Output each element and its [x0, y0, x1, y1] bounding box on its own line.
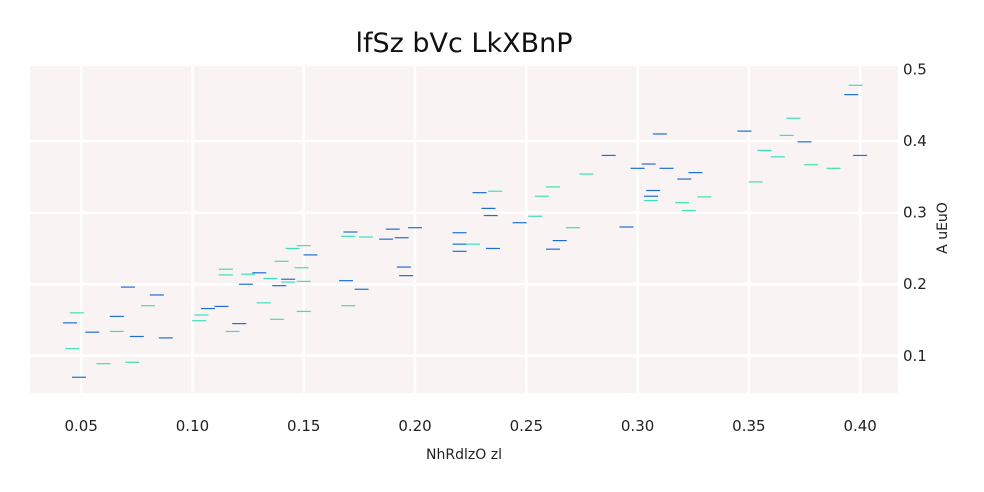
- y-tick-label: 0.4: [903, 132, 927, 150]
- y-tick-label: 0.1: [903, 347, 927, 365]
- y-axis-ticks: 0.1 0.2 0.3 0.4 0.5: [903, 61, 927, 365]
- x-tick-label: 0.35: [732, 417, 765, 435]
- x-tick-label: 0.15: [287, 417, 320, 435]
- x-axis-label: NhRdlzO zl: [426, 447, 502, 463]
- x-axis-ticks: 0.05 0.10 0.15 0.20 0.25 0.30 0.35 0.40: [64, 417, 876, 435]
- x-tick-label: 0.25: [510, 417, 543, 435]
- y-tick-label: 0.5: [903, 61, 927, 79]
- y-tick-label: 0.3: [903, 204, 927, 222]
- x-tick-label: 0.30: [621, 417, 654, 435]
- x-tick-label: 0.10: [176, 417, 209, 435]
- grid-lines: [30, 66, 898, 393]
- data-marks: [63, 84, 868, 378]
- y-tick-label: 0.2: [903, 275, 927, 293]
- y-axis-label: A uEuO: [935, 202, 951, 254]
- x-tick-label: 0.05: [64, 417, 97, 435]
- chart-title: lfSz bVc LkXBnP: [355, 28, 572, 59]
- plot-background: [30, 66, 898, 393]
- x-tick-label: 0.40: [843, 417, 876, 435]
- x-tick-label: 0.20: [398, 417, 431, 435]
